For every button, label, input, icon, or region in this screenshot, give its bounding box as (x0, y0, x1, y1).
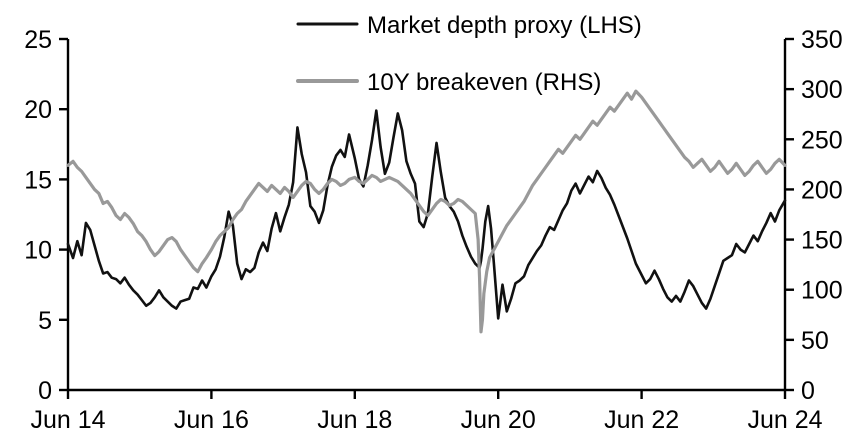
x-axis-tick-label: Jun 22 (604, 406, 679, 434)
left-axis-tick-group: 0 5 10 15 20 25 (24, 26, 68, 405)
left-axis-tick-label: 10 (24, 237, 52, 265)
x-axis-tick-label: Jun 24 (747, 406, 822, 434)
x-axis-tick-label: Jun 18 (317, 406, 392, 434)
series-group (66, 89, 787, 334)
series-line-market-depth-proxy (66, 109, 787, 320)
right-axis-tick-label: 250 (801, 126, 843, 154)
right-axis-tick-label: 0 (801, 377, 815, 405)
right-axis-tick-label: 350 (801, 26, 843, 54)
right-axis-tick-label: 300 (801, 76, 843, 104)
legend-label-10y-breakeven: 10Y breakeven (RHS) (367, 69, 601, 96)
x-axis-tick-label: Jun 20 (461, 406, 536, 434)
right-axis-tick-label: 50 (801, 327, 829, 355)
left-axis-tick-label: 25 (24, 26, 52, 54)
right-axis-tick-label: 150 (801, 227, 843, 255)
right-axis-tick-label: 100 (801, 277, 843, 305)
left-axis-tick-label: 0 (38, 377, 52, 405)
x-axis-tick-label: Jun 16 (174, 406, 249, 434)
right-axis-tick-group: 0 50 100 150 200 250 300 350 (785, 26, 843, 405)
left-axis-tick-label: 5 (38, 307, 52, 335)
chart-legend: Market depth proxy (LHS) 10Y breakeven (… (296, 12, 642, 96)
series-line-10y-breakeven (66, 89, 787, 334)
left-axis-tick-label: 20 (24, 96, 52, 124)
left-axis-tick-label: 15 (24, 166, 52, 194)
legend-label-market-depth-proxy: Market depth proxy (LHS) (367, 12, 642, 39)
right-axis-tick-label: 200 (801, 176, 843, 204)
x-axis-tick-group: Jun 14 Jun 16 Jun 18 Jun 20 Jun 22 Jun 24 (30, 390, 823, 434)
x-axis-tick-label: Jun 14 (30, 406, 105, 434)
